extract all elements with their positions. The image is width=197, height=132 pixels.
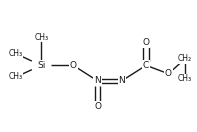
Text: N: N [94, 76, 101, 85]
Text: O: O [94, 102, 101, 111]
Text: CH₃: CH₃ [34, 33, 48, 42]
Text: Si: Si [37, 61, 45, 70]
Text: O: O [143, 38, 150, 47]
Text: CH₃: CH₃ [9, 49, 23, 58]
Text: CH₂: CH₂ [178, 54, 192, 63]
Text: O: O [165, 69, 172, 78]
Text: C: C [143, 61, 149, 70]
Text: O: O [70, 61, 77, 70]
Text: N: N [118, 76, 125, 85]
Text: CH₃: CH₃ [178, 74, 192, 83]
Text: CH₃: CH₃ [9, 72, 23, 81]
